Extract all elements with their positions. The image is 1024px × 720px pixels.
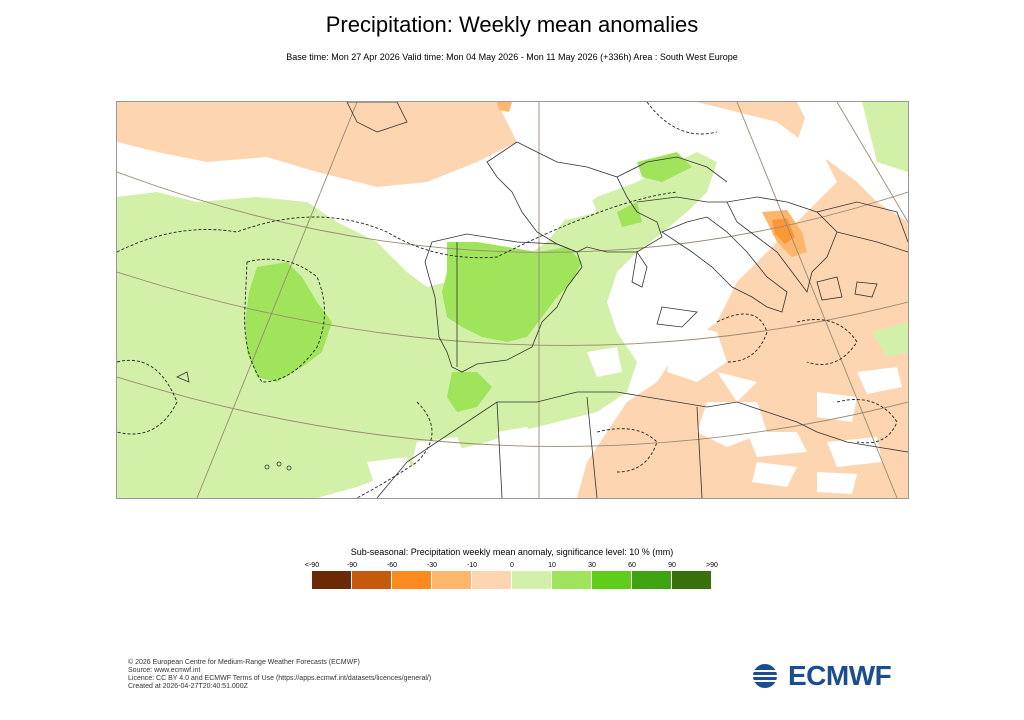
- coastlines-and-borders: [176, 102, 908, 498]
- legend-swatch: [472, 571, 512, 589]
- legend-tick-label: <-90: [304, 562, 320, 569]
- legend-swatch: [552, 571, 592, 589]
- legend-swatch: [312, 571, 352, 589]
- legend-swatch: [352, 571, 392, 589]
- legend-swatch: [512, 571, 552, 589]
- legend-tick-label: 90: [668, 562, 676, 569]
- chart-title: Precipitation: Weekly mean anomalies: [325, 12, 699, 37]
- legend-tick-label: 0: [510, 562, 514, 569]
- logo-text: ECMWF: [788, 660, 892, 691]
- legend-swatch: [432, 571, 472, 589]
- footer-copyright: © 2026 European Centre for Medium-Range …: [128, 659, 360, 666]
- anomaly-map[interactable]: [116, 101, 909, 499]
- chart-subtitle: Base time: Mon 27 Apr 2026 Valid time: M…: [286, 52, 738, 62]
- neutral-areas-in-green: [367, 187, 622, 492]
- graticule: [117, 102, 908, 498]
- legend-title: Sub-seasonal: Precipitation weekly mean …: [350, 547, 674, 557]
- legend-tick-label: 30: [588, 562, 596, 569]
- legend-tick-label: >90: [706, 562, 718, 569]
- legend-swatch: [672, 571, 712, 589]
- footer-created: Created at 2026-04-27T20:40:51.000Z: [128, 683, 248, 690]
- legend-tick-label: -90: [346, 562, 358, 569]
- legend-swatch: [632, 571, 672, 589]
- map-svg: [117, 102, 908, 498]
- positive-medium-anomaly-areas: [245, 152, 692, 412]
- legend-swatch: [392, 571, 432, 589]
- negative-strong-anomaly-areas: [772, 218, 795, 244]
- legend-tick-label: -30: [426, 562, 438, 569]
- legend-tick-label: 60: [628, 562, 636, 569]
- legend-tick-label: -10: [466, 562, 478, 569]
- ecmwf-logo-icon: [751, 664, 779, 688]
- footer: © 2026 European Centre for Medium-Range …: [128, 659, 431, 691]
- legend-swatch: [592, 571, 632, 589]
- footer-licence: Licence: CC BY 4.0 and ECMWF Terms of Us…: [128, 675, 432, 682]
- significance-contours: [117, 102, 898, 498]
- legend-tick-label: -60: [386, 562, 398, 569]
- ecmwf-logo[interactable]: ECMWF: [748, 660, 892, 692]
- color-legend: <-90 -90 -60 -30 -10 0 10 30 60 90 >90: [305, 562, 718, 590]
- footer-source: Source: www.ecmwf.int: [128, 667, 201, 674]
- legend-tick-label: 10: [548, 562, 556, 569]
- positive-light-anomaly-areas: [117, 102, 908, 498]
